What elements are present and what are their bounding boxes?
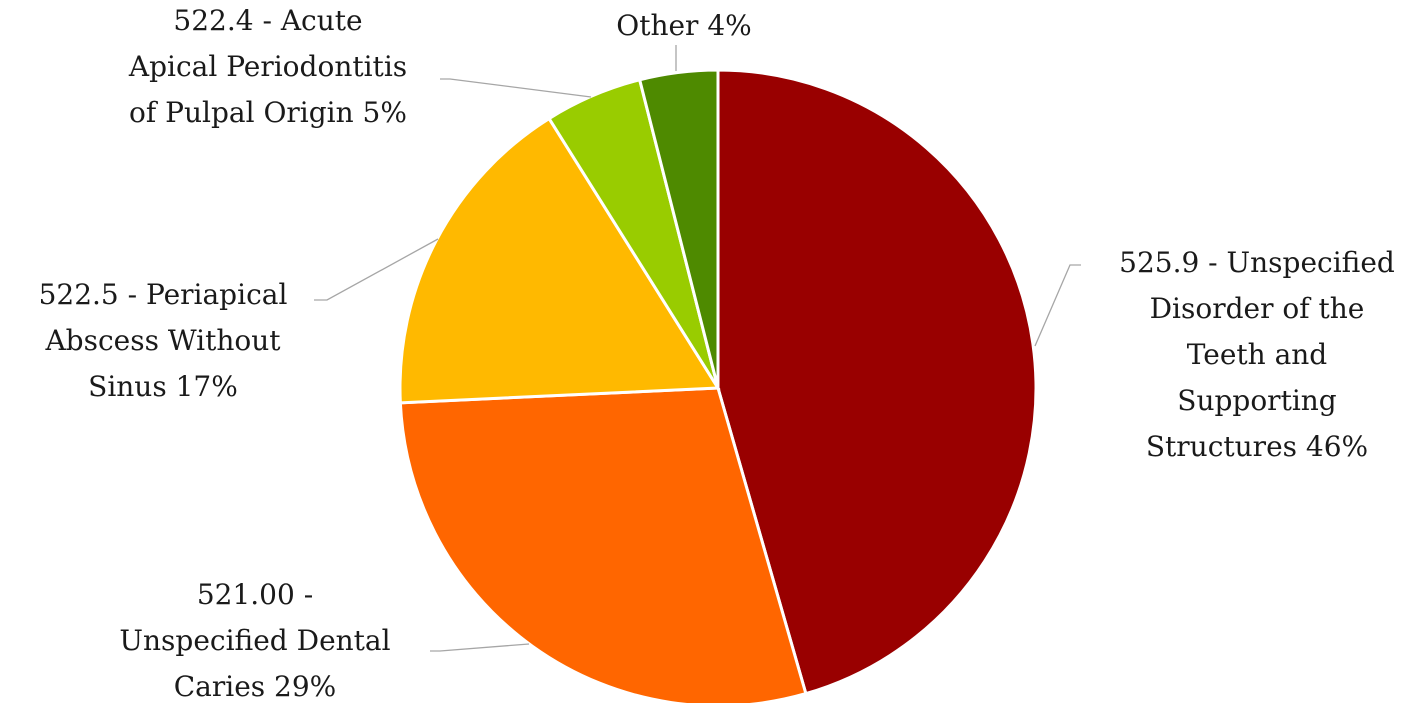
data-label-2: 521.00 - Unspecified Dental Caries 29% [119, 578, 390, 703]
data-label-line: Disorder of the [1150, 292, 1365, 325]
data-label-line: Caries 29% [174, 670, 337, 703]
pie-slice-2 [398, 386, 808, 703]
data-label-line: 522.5 - Periapical [39, 278, 288, 311]
data-label-line: 521.00 - [197, 578, 313, 611]
leader-line-3 [314, 238, 439, 301]
data-label-line: Supporting [1177, 384, 1337, 417]
data-label-line: Unspecified Dental [119, 624, 390, 657]
data-label-1: 525.9 - Unspecified Disorder of the Teeth … [1119, 246, 1395, 463]
data-labels: 525.9 - Unspecified Disorder of the Teeth … [39, 4, 1395, 703]
data-label-line: Apical Periodontitis [128, 50, 407, 83]
leader-lines [314, 45, 1081, 652]
data-label-line: Other 4% [616, 9, 752, 42]
data-label-line: Teeth and [1187, 338, 1328, 371]
leader-line-1 [1034, 264, 1081, 347]
pie-slices [398, 68, 1038, 703]
data-label-line: of Pulpal Origin 5% [129, 96, 407, 129]
data-label-line: Abscess Without [44, 324, 281, 357]
leader-line-4 [440, 78, 592, 98]
data-label-line: 522.4 - Acute [173, 4, 362, 37]
data-label-3: 522.5 - Periapical Abscess Without Sinus 1… [39, 278, 288, 403]
data-label-line: Structures 46% [1146, 430, 1368, 463]
leader-line-2 [430, 643, 530, 652]
pie-slice-5 [637, 68, 720, 389]
data-label-line: 525.9 - Unspecified [1119, 246, 1395, 279]
pie-slice-1 [716, 68, 1038, 696]
data-label-line: Sinus 17% [88, 370, 238, 403]
data-label-5: Other 4% [616, 9, 752, 42]
data-label-4: 522.4 - Acute Apical Periodontitis of Pulp… [128, 4, 407, 129]
